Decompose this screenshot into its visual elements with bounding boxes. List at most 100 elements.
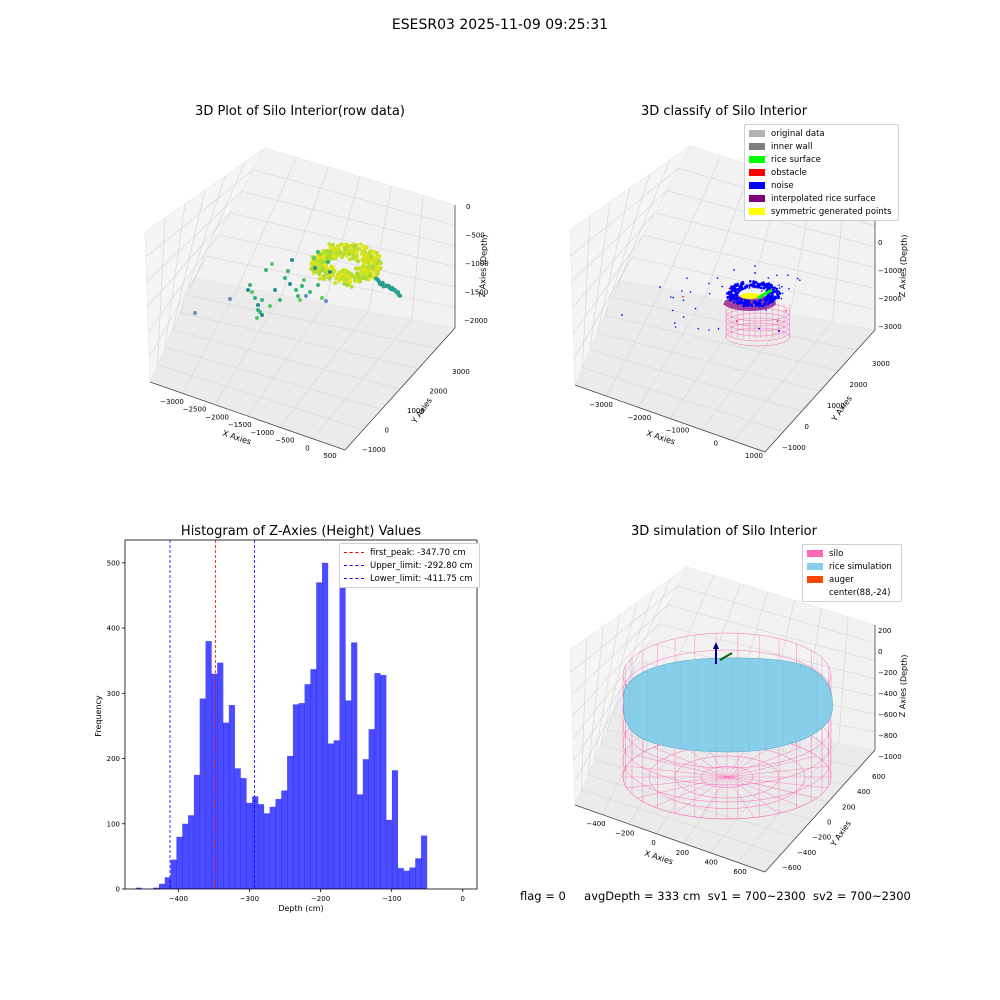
legend-label: Upper_limit: -292.80 cm	[370, 560, 473, 571]
classify-noise-point	[763, 302, 766, 306]
classify-z-label: Z Axies (Depth)	[898, 234, 909, 297]
raw-z-tick: 0	[466, 203, 470, 211]
legend-swatch	[807, 589, 823, 596]
histogram-bar	[333, 740, 340, 889]
classify-noise-point	[729, 290, 733, 294]
raw-point	[360, 258, 365, 262]
legend-swatch	[807, 550, 823, 557]
raw-point	[352, 275, 357, 280]
histogram-bar	[269, 806, 276, 889]
raw-point	[312, 256, 316, 260]
classify-noise-point	[779, 292, 782, 294]
classify-noise-point	[768, 286, 771, 290]
classify-noise-point	[682, 316, 685, 318]
histogram-bar	[351, 642, 358, 889]
legend-swatch	[749, 195, 765, 202]
raw-point	[367, 251, 372, 256]
classify-noise-point	[781, 292, 784, 295]
raw-z-tick: −500	[466, 232, 485, 240]
raw-point	[351, 253, 356, 258]
histogram-bar	[257, 804, 265, 889]
histogram-bar	[153, 887, 160, 889]
histogram-bar	[199, 698, 206, 889]
raw-point	[370, 275, 375, 280]
histogram-bar	[223, 722, 230, 889]
raw-point	[315, 256, 320, 261]
raw-point	[318, 264, 323, 269]
classify-noise-point	[672, 296, 674, 299]
histogram-bar	[158, 883, 166, 889]
simulation-y-tick: 400	[857, 788, 870, 796]
raw-point	[264, 268, 268, 272]
raw-point	[364, 254, 369, 259]
raw-point	[333, 280, 338, 285]
histogram-bar	[327, 743, 334, 889]
raw-point	[270, 262, 274, 266]
raw-z-tick: −2000	[464, 317, 488, 325]
raw-point	[327, 276, 332, 281]
simulation-silo-and-rice	[622, 632, 833, 820]
classify-noise-point	[774, 296, 778, 299]
raw-point	[328, 249, 333, 254]
histogram-bar	[339, 556, 346, 889]
histogram-bar	[403, 870, 410, 889]
histogram-bar	[176, 836, 183, 889]
simulation-y-tick: −600	[782, 864, 801, 872]
raw-point	[253, 296, 257, 300]
grid-line	[677, 585, 876, 644]
raw-point	[344, 273, 349, 278]
raw-point	[321, 255, 326, 260]
histogram-bar	[322, 562, 329, 889]
histogram-title: Histogram of Z-Axies (Height) Values	[180, 524, 422, 539]
classify-noise-point	[741, 280, 744, 284]
classify-noise-point	[770, 294, 774, 297]
raw-x-tick: −1000	[250, 429, 274, 437]
legend-swatch	[749, 143, 765, 150]
raw-point	[372, 250, 377, 254]
raw-x-tick: −3000	[160, 398, 184, 406]
classify-y-tick: 2000	[850, 381, 868, 389]
raw-point	[355, 278, 360, 283]
classify-noise-point	[728, 287, 731, 290]
classify-noise-point	[733, 269, 735, 271]
legend-line-swatch	[344, 565, 364, 566]
classify-noise-point	[769, 292, 772, 294]
histogram-bar	[421, 835, 428, 889]
raw-point	[298, 298, 302, 302]
histogram-y-tick-label: 200	[107, 755, 120, 763]
raw-point	[320, 296, 324, 300]
silo-floor-spoke	[626, 776, 728, 789]
raw-point	[365, 259, 370, 263]
legend-line-swatch	[344, 578, 364, 579]
histogram-y-tick-label: 100	[107, 820, 120, 828]
classify-noise-point	[781, 285, 783, 288]
raw-z-label: Z Axies (Depth)	[478, 234, 489, 297]
silo-floor-spoke	[726, 776, 801, 807]
classify-noise-point	[770, 297, 774, 300]
classify-noise-point	[776, 274, 778, 277]
classify-noise-point	[697, 328, 699, 330]
grid-line	[587, 774, 797, 838]
classify-noise-point	[682, 299, 685, 302]
legend-swatch	[749, 130, 765, 137]
raw-point	[309, 262, 314, 267]
histogram-bar	[397, 868, 404, 889]
raw-point	[313, 260, 318, 265]
histogram-y-ticks: 0 100 200 300 400 500	[107, 559, 125, 894]
histogram-bar	[356, 794, 364, 889]
classify-noise-point	[788, 287, 790, 290]
silo-floor-spoke	[726, 776, 828, 789]
simulation-y-tick: 600	[872, 773, 885, 781]
simulation-y-tick: 0	[827, 819, 831, 827]
raw-point	[396, 290, 401, 295]
raw-point	[250, 290, 254, 294]
classify-noise-point	[772, 288, 776, 292]
classify-noise-point	[723, 303, 725, 306]
raw-point	[246, 288, 250, 292]
histogram-bar	[228, 705, 235, 889]
legend-entry: interpolated rice surface	[749, 192, 894, 205]
histogram-bar	[188, 815, 195, 889]
raw-3d-axes-box	[144, 147, 456, 451]
classify-noise-point	[753, 284, 757, 288]
classify-noise-point	[736, 294, 739, 297]
